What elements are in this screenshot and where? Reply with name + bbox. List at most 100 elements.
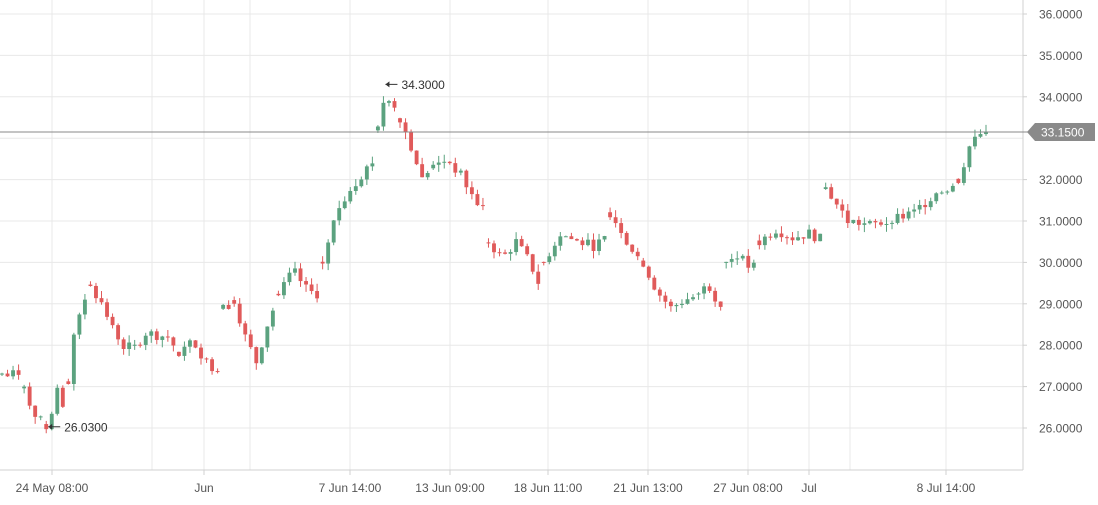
candle-body xyxy=(884,223,889,225)
candle xyxy=(127,335,132,356)
candle-body xyxy=(762,236,767,246)
candle-body xyxy=(685,299,690,304)
candle xyxy=(906,207,911,221)
candle xyxy=(243,320,248,342)
candle xyxy=(917,199,922,214)
candle xyxy=(685,292,690,305)
annotation-max: 34.3000 xyxy=(385,78,445,92)
candle-body xyxy=(497,252,502,254)
candle xyxy=(691,294,695,301)
x-tick-label: 27 Jun 08:00 xyxy=(713,481,783,495)
candle xyxy=(536,264,541,290)
candle-body xyxy=(508,252,513,254)
candle xyxy=(508,249,513,261)
candle xyxy=(149,329,154,343)
candle-body xyxy=(105,302,109,317)
candle xyxy=(364,164,369,185)
x-tick-label: Jun xyxy=(194,481,213,495)
candle xyxy=(619,218,624,239)
candle xyxy=(315,283,320,303)
candle xyxy=(514,232,519,256)
candle xyxy=(602,235,607,242)
candle xyxy=(165,329,170,342)
candle-body xyxy=(961,167,966,183)
candle xyxy=(182,341,187,361)
candle xyxy=(254,346,259,370)
candle-body xyxy=(49,413,54,430)
candle xyxy=(961,162,966,186)
candle xyxy=(812,228,817,244)
candle-body xyxy=(82,299,87,315)
candle xyxy=(834,198,839,209)
candle xyxy=(768,233,773,241)
candle xyxy=(94,282,98,304)
candle xyxy=(259,346,264,365)
candle-body xyxy=(348,190,353,202)
candle xyxy=(851,219,856,225)
candle xyxy=(845,204,850,228)
candle-body xyxy=(33,405,38,417)
candle-body xyxy=(5,373,10,377)
y-axis: 36.0000 35.0000 34.0000 32.0000 31.0000 30.00… xyxy=(1023,8,1083,436)
candle-body xyxy=(635,251,640,257)
candle-body xyxy=(652,277,657,290)
candle xyxy=(674,303,679,312)
candle xyxy=(718,301,723,311)
candle-body xyxy=(674,304,679,307)
annotations: 34.3000 26.0300 xyxy=(48,78,445,434)
candle-body xyxy=(226,304,231,309)
candle-body xyxy=(668,301,673,307)
candle xyxy=(298,263,303,287)
candle-body xyxy=(237,303,242,324)
candle xyxy=(387,99,391,107)
candle xyxy=(320,256,325,270)
candle xyxy=(668,299,673,312)
candle xyxy=(66,378,71,385)
candle-body xyxy=(812,229,817,242)
candle-body xyxy=(558,236,563,246)
candle xyxy=(856,216,861,231)
candle-body xyxy=(436,162,441,165)
candle xyxy=(923,199,928,215)
candle-body xyxy=(337,208,342,221)
candle-body xyxy=(519,239,524,247)
candle-body xyxy=(862,223,867,225)
candle-body xyxy=(248,334,253,348)
candle-body xyxy=(320,261,325,264)
candle xyxy=(735,251,740,265)
candle xyxy=(945,190,950,195)
candle xyxy=(276,290,281,297)
candle xyxy=(901,208,906,223)
candle xyxy=(215,368,220,374)
candle-body xyxy=(398,118,402,123)
candle xyxy=(934,192,939,204)
candle-body xyxy=(215,371,220,373)
candle-body xyxy=(912,209,917,212)
candle xyxy=(414,150,419,166)
candle xyxy=(547,252,552,265)
candle-body xyxy=(55,387,60,414)
candle xyxy=(293,261,297,276)
candle-body xyxy=(939,192,944,194)
candle xyxy=(569,232,574,240)
candle xyxy=(796,230,800,241)
candle xyxy=(486,238,491,248)
candle-body xyxy=(44,424,49,430)
candle xyxy=(729,253,734,268)
candle-body xyxy=(165,336,170,338)
candle-body xyxy=(934,193,939,202)
candle-body xyxy=(16,370,21,375)
candle-body xyxy=(691,297,695,300)
candle xyxy=(541,261,546,266)
candle xyxy=(652,275,657,291)
candle-body xyxy=(370,163,375,167)
candle xyxy=(326,239,331,271)
candle-body xyxy=(199,347,203,359)
candle-body xyxy=(608,212,613,218)
candle-body xyxy=(729,258,734,262)
candle xyxy=(237,298,242,327)
candle xyxy=(154,328,159,345)
candle-body xyxy=(121,339,126,350)
